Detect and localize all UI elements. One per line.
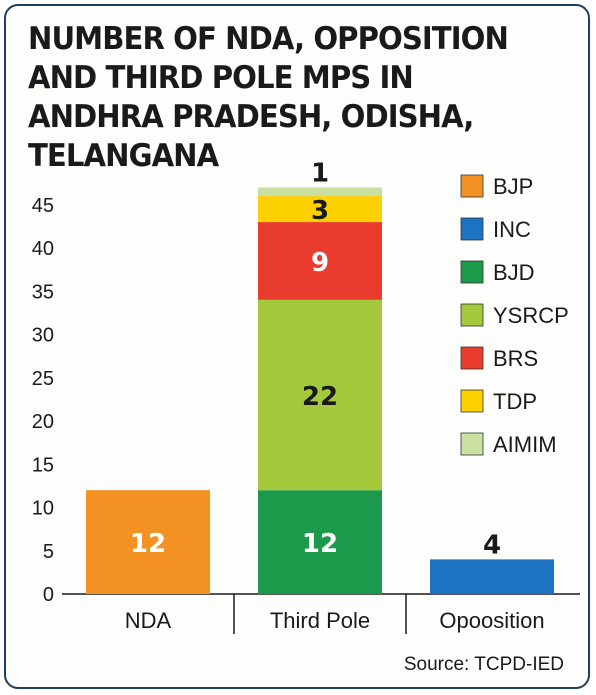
data-label-third-pole-tdp: 3: [311, 196, 329, 226]
bar-third-pole-bjd: [258, 490, 382, 594]
legend-swatch-ysrcp: [460, 303, 484, 327]
bar-opoosition-inc: [430, 559, 554, 594]
bar-third-pole-aimim: [258, 187, 382, 197]
data-label-third-pole-bjd: 12: [302, 529, 338, 559]
chart-title: NUMBER OF NDA, OPPOSITION AND THIRD POLE…: [28, 21, 509, 174]
bar-third-pole-brs: [258, 222, 382, 300]
legend-label-bjp: BJP: [493, 174, 533, 199]
legend-swatch-brs: [460, 346, 484, 370]
x-label-opoosition: Opoosition: [439, 608, 544, 633]
data-label-third-pole-ysrcp: 22: [302, 382, 338, 412]
data-label-opoosition-inc: 4: [483, 530, 501, 560]
legend-swatch-tdp: [460, 389, 484, 413]
y-tick-label-35: 35: [32, 281, 54, 303]
legend-swatch-aimim: [460, 432, 484, 456]
y-tick-label-5: 5: [43, 541, 54, 563]
legend-label-ysrcp: YSRCP: [493, 303, 569, 328]
legend-swatch-bjd: [460, 260, 484, 284]
y-tick-label-20: 20: [32, 411, 54, 433]
legend-swatch-bjp: [460, 174, 484, 198]
legend-label-aimim: AIMIM: [493, 432, 557, 457]
source-note: Source: TCPD-IED: [403, 654, 564, 675]
legend-label-bjd: BJD: [493, 260, 535, 285]
legend-swatch-inc: [460, 217, 484, 241]
x-label-nda: NDA: [125, 608, 172, 633]
legend-label-tdp: TDP: [493, 389, 537, 414]
y-tick-label-0: 0: [43, 584, 54, 606]
legend-label-brs: BRS: [493, 346, 538, 371]
y-tick-label-30: 30: [32, 325, 54, 347]
y-tick-label-40: 40: [32, 238, 54, 260]
y-tick-label-10: 10: [32, 498, 54, 520]
x-label-third-pole: Third Pole: [270, 608, 370, 633]
data-label-nda-bjp: 12: [130, 529, 166, 559]
y-tick-label-45: 45: [32, 195, 54, 217]
data-label-third-pole-aimim: 1: [311, 158, 329, 188]
bar-third-pole-tdp: [258, 196, 382, 223]
y-tick-label-25: 25: [32, 368, 54, 390]
bar-nda-bjp: [86, 490, 210, 594]
bar-third-pole-ysrcp: [258, 299, 382, 491]
data-label-third-pole-brs: 9: [311, 248, 329, 278]
y-tick-label-15: 15: [32, 454, 54, 476]
legend-label-inc: INC: [493, 217, 531, 242]
